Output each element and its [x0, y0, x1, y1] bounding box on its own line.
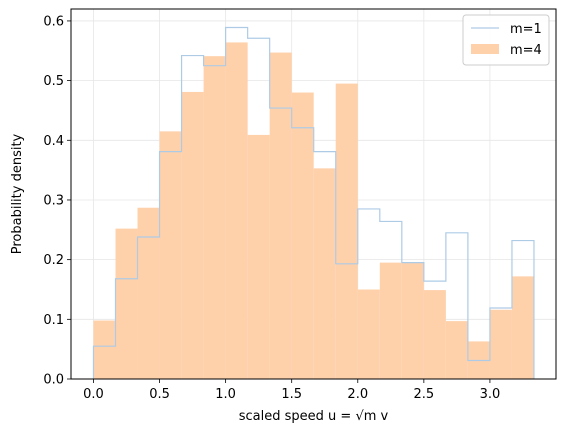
legend-swatch-m4 — [471, 44, 499, 54]
y-axis-label: Probability density — [10, 133, 25, 254]
histogram-bar-m4 — [423, 290, 446, 379]
x-tick-label: 1.0 — [215, 387, 236, 402]
histogram-bar-m4 — [115, 228, 138, 379]
y-tick-label: 0.3 — [43, 193, 64, 208]
histogram-bar-m4 — [269, 52, 292, 380]
y-tick-label: 0.0 — [43, 373, 64, 388]
y-tick-label: 0.6 — [43, 14, 64, 29]
y-tick-label: 0.4 — [43, 134, 64, 149]
legend-label-m4: m=4 — [510, 43, 542, 58]
histogram-bar-m4 — [401, 262, 424, 379]
histogram-bar-m4 — [511, 276, 534, 379]
x-tick-label: 2.0 — [347, 387, 368, 402]
histogram-bar-m4 — [445, 321, 468, 379]
x-tick-label: 2.5 — [414, 387, 435, 402]
x-axis-ticks: 0.0 0.5 1.0 1.5 2.0 2.5 3.0 — [83, 379, 500, 402]
histogram-bar-m4 — [181, 91, 204, 380]
histogram-bar-m4 — [137, 207, 160, 379]
histogram-bar-m4 — [357, 289, 380, 379]
x-tick-label: 3.0 — [480, 387, 501, 402]
histogram-step-m1 — [92, 26, 535, 379]
m1-step-line — [92, 26, 535, 379]
y-tick-label: 0.1 — [43, 313, 64, 328]
m4-bars — [93, 42, 534, 380]
histogram-bar-m4 — [489, 309, 512, 379]
histogram-bar-m4 — [291, 92, 314, 379]
histogram-bar-m4 — [247, 134, 270, 379]
x-axis-label: scaled speed u = √m v — [239, 409, 389, 424]
plot-frame — [70, 8, 557, 380]
legend: m=1 m=4 — [462, 14, 550, 66]
y-axis-ticks: 0.0 0.1 0.2 0.3 0.4 0.5 0.6 — [43, 14, 71, 388]
histogram-bar-m4 — [313, 168, 336, 379]
histogram-bar-m4 — [335, 83, 358, 379]
x-tick-label: 0.0 — [83, 387, 104, 402]
histogram-bar-m4 — [93, 320, 116, 379]
histogram-bar-m4 — [203, 56, 226, 379]
x-tick-label: 0.5 — [149, 387, 170, 402]
histogram-bar-m4 — [225, 42, 248, 380]
y-tick-label: 0.5 — [43, 74, 64, 89]
legend-label-m1: m=1 — [510, 22, 542, 37]
histogram-bar-m4 — [159, 131, 182, 379]
x-tick-label: 1.5 — [281, 387, 302, 402]
y-tick-label: 0.2 — [43, 253, 64, 268]
histogram-bar-m4 — [379, 262, 402, 379]
